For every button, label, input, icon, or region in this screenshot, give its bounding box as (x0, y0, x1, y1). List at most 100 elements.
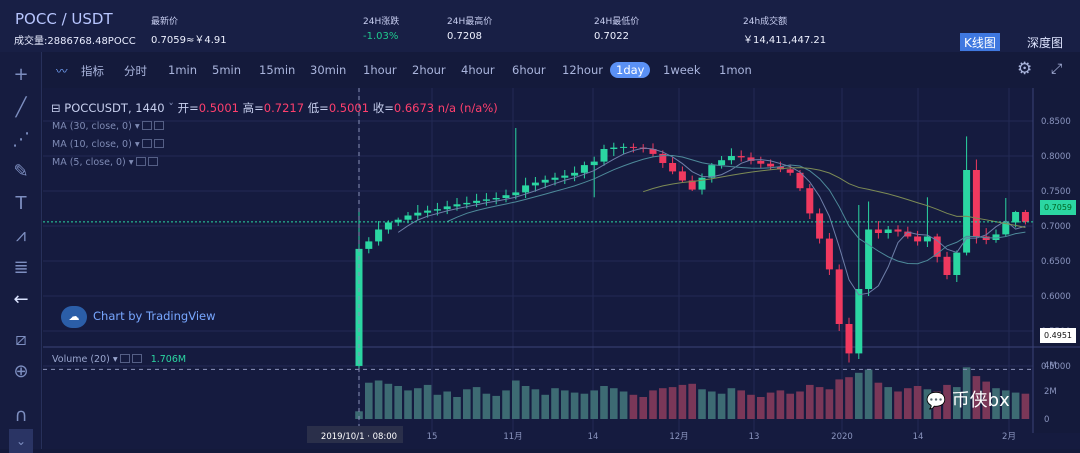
price-tick: 0.6500 (1041, 257, 1071, 267)
settings-icon[interactable] (119, 354, 130, 363)
pair-title[interactable]: POCC / USDT (15, 10, 113, 28)
candle-body (512, 192, 520, 196)
candle-body (561, 175, 569, 178)
crosshair-icon[interactable]: + (13, 64, 29, 85)
cloud-icon: ☁ (61, 306, 87, 328)
settings-icon[interactable] (135, 157, 146, 166)
tf-1week[interactable]: 1week (663, 63, 701, 77)
watermark: 💬 币侠bx (926, 390, 1010, 411)
indicator-wave-icon[interactable]: 〰 (56, 64, 68, 78)
brush-icon[interactable]: ✎ (13, 161, 29, 182)
volume-bar (982, 381, 990, 419)
depth-tab[interactable]: 深度图 (1027, 36, 1064, 50)
tf-1mon[interactable]: 1mon (719, 63, 752, 77)
volume-bar (355, 411, 363, 419)
ma5-indicator[interactable]: MA (5, close, 0) ▾ (52, 157, 158, 168)
tf-tick[interactable]: 分时 (124, 64, 147, 78)
ma10-indicator[interactable]: MA (10, close, 0) ▾ (52, 139, 164, 150)
candle-body (1012, 212, 1020, 223)
tf-12hour[interactable]: 12hour (562, 63, 603, 77)
pitchfork-icon[interactable]: ⋰ (12, 129, 30, 150)
volume-bar (913, 386, 922, 419)
indicators-button[interactable]: 指标 (81, 64, 104, 78)
settings-icon[interactable] (141, 139, 152, 148)
tf-2hour[interactable]: 2hour (412, 63, 446, 77)
tradingview-logo[interactable]: ☁ Chart by TradingView (61, 306, 216, 328)
volume-bar (570, 392, 579, 419)
candle-body (982, 236, 990, 240)
ma30-indicator[interactable]: MA (30, close, 0) ▾ (52, 121, 164, 132)
volume-bar (453, 397, 461, 419)
tf-4hour[interactable]: 4hour (461, 63, 495, 77)
candle-body (845, 324, 853, 354)
legend-close: 0.6673 (393, 101, 435, 115)
candle-body (610, 147, 618, 149)
pattern-icon[interactable]: ⩘ (15, 225, 27, 246)
trendline-icon[interactable]: ╱ (15, 97, 27, 118)
close-icon[interactable] (153, 139, 164, 148)
volume-bar (766, 392, 775, 419)
tf-5min[interactable]: 5min (212, 63, 242, 77)
time-tick: 12月 (669, 432, 688, 442)
volume-tick: 2M (1044, 387, 1057, 397)
candle-body (404, 215, 412, 220)
candle-body (394, 219, 402, 223)
candle-body (796, 172, 804, 189)
fullscreen-icon[interactable]: ⤢ (1051, 61, 1063, 77)
legend-open-label: 开= (177, 101, 199, 115)
fib-icon[interactable]: ≣ (13, 257, 29, 278)
time-axis (43, 433, 1080, 449)
candle-body (835, 269, 843, 324)
candle-body (688, 180, 696, 190)
volume-bar (659, 388, 667, 419)
volume-bar (482, 393, 491, 419)
ma10-line (446, 155, 1026, 265)
tf-1hour[interactable]: 1hour (363, 63, 397, 77)
tf-30min[interactable]: 30min (310, 63, 347, 77)
tf-1day[interactable]: 1day (610, 62, 651, 78)
volume-bar (864, 369, 873, 419)
volume-bar (678, 384, 687, 419)
candle-body (747, 157, 755, 161)
zoom-icon[interactable]: ⊕ (13, 361, 29, 382)
close-icon[interactable] (153, 121, 164, 130)
price-tick: 0.7500 (1041, 187, 1071, 197)
chart-panel[interactable]: 0.85000.80000.75000.70000.65000.60000.55… (43, 88, 1080, 449)
volume-bar (541, 394, 549, 419)
close-icon[interactable] (147, 157, 158, 166)
candle-body (414, 212, 422, 216)
kline-tab[interactable]: K线图 (960, 33, 1000, 51)
text-tool-icon[interactable]: T (15, 193, 27, 214)
tf-1min[interactable]: 1min (168, 63, 198, 77)
stat-label-last: 最新价 (151, 17, 179, 27)
price-tick: 0.6000 (1041, 292, 1071, 302)
magnet-icon[interactable]: ∩ (14, 405, 28, 426)
chevron-down-icon[interactable]: ⌄ (9, 429, 33, 453)
legend-collapse-icon[interactable]: ⊟ (51, 101, 61, 115)
volume-bar (708, 391, 716, 419)
candle-body (571, 172, 579, 176)
candle-body (551, 177, 559, 180)
legend-open: 0.5001 (198, 101, 239, 115)
close-icon[interactable] (131, 354, 142, 363)
back-arrow-icon[interactable]: ← (13, 289, 29, 310)
tf-6hour[interactable]: 6hour (512, 63, 546, 77)
ruler-icon[interactable]: ⧄ (15, 329, 27, 350)
candle-body (708, 165, 716, 178)
settings-icon[interactable] (141, 121, 152, 130)
ma5-line (397, 147, 1026, 296)
volume-bar (1011, 392, 1020, 419)
volume-bar (737, 390, 745, 419)
time-tick: 15 (427, 432, 438, 442)
candlestick-chart[interactable]: 0.85000.80000.75000.70000.65000.60000.55… (43, 88, 1080, 449)
candle-body (767, 163, 775, 167)
candle-body (433, 209, 441, 211)
candle-body (894, 229, 902, 232)
volume-indicator[interactable]: Volume (20) ▾ 1.706M (52, 354, 187, 365)
ma30-line (643, 167, 1026, 229)
candle-body (365, 241, 373, 249)
candle-body (502, 195, 510, 198)
tf-15min[interactable]: 15min (259, 63, 296, 77)
settings-gear-icon[interactable]: ⚙ (1017, 59, 1033, 79)
volume-bar (404, 390, 412, 419)
